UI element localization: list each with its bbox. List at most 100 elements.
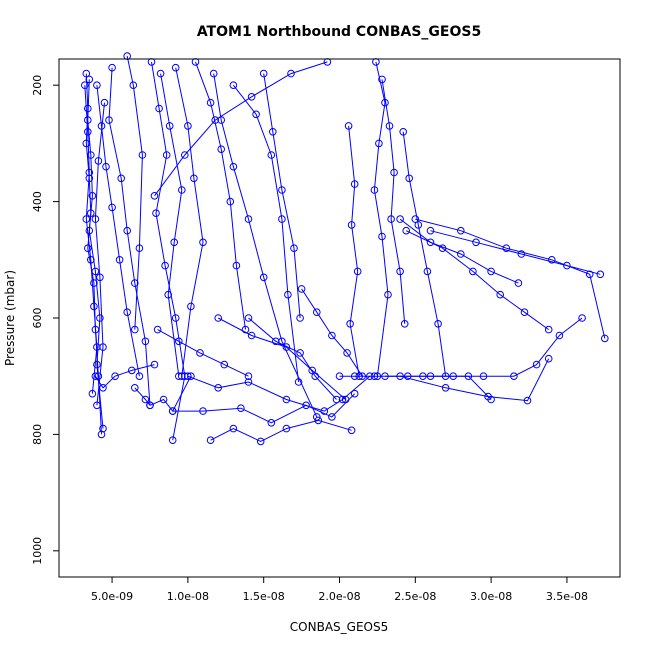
data-point (355, 372, 364, 381)
data-point (84, 128, 92, 136)
data-point (423, 267, 432, 276)
data-point (523, 396, 532, 405)
data-point (100, 98, 109, 107)
data-point (252, 110, 260, 119)
data-point (502, 244, 511, 252)
series-line-2 (87, 79, 104, 429)
series-line-16 (172, 393, 356, 424)
data-point (168, 436, 177, 445)
data-point (244, 372, 253, 381)
series-line-25 (415, 218, 606, 339)
data-point (84, 244, 92, 252)
data-point (82, 215, 91, 223)
data-point (414, 221, 423, 229)
data-point (308, 366, 317, 375)
data-point (278, 186, 286, 194)
y-tick-label: 800 (31, 424, 44, 445)
data-point (199, 238, 207, 247)
data-point (328, 413, 336, 421)
data-point (146, 401, 154, 410)
data-point (296, 314, 304, 322)
data-point (390, 168, 398, 177)
data-point (123, 308, 131, 317)
series-line-26 (430, 230, 601, 275)
data-point (469, 267, 477, 276)
series-line-14 (263, 73, 301, 319)
data-point (155, 104, 163, 113)
data-point (131, 384, 139, 392)
data-point (178, 186, 186, 194)
chart-title: ATOM1 Northbound CONBAS_GEOS5 (197, 24, 481, 40)
data-point (206, 436, 215, 445)
series-line-30 (134, 375, 192, 413)
series-line-10 (175, 67, 204, 377)
data-point (117, 174, 125, 183)
data-point (217, 145, 225, 153)
data-point (344, 122, 353, 130)
data-point (247, 331, 256, 340)
data-point (350, 372, 359, 381)
data-point (517, 250, 526, 258)
data-point (85, 168, 94, 177)
y-tick-label: 600 (31, 308, 44, 329)
data-point (190, 174, 198, 183)
data-point (426, 238, 435, 247)
data-point (358, 372, 367, 381)
data-point (375, 139, 383, 148)
data-point (214, 384, 222, 392)
data-point (187, 302, 195, 311)
data-point (472, 238, 480, 247)
data-point (532, 360, 541, 369)
data-point (302, 401, 310, 410)
data-point (284, 290, 292, 299)
data-point (387, 215, 395, 223)
x-tick-label: 1.5e-08 (243, 590, 285, 603)
x-axis-label: CONBAS_GEOS5 (290, 620, 388, 634)
data-point (111, 372, 119, 381)
data-point (347, 426, 356, 435)
data-point (226, 197, 235, 206)
data-point (282, 343, 291, 351)
data-point (259, 273, 268, 282)
data-point (162, 151, 171, 159)
data-point (278, 215, 286, 223)
data-point (99, 384, 107, 392)
data-point (479, 372, 488, 381)
data-point (314, 416, 323, 425)
data-point (244, 215, 253, 223)
data-point (441, 384, 450, 392)
data-point (328, 331, 336, 340)
y-tick-label: 1000 (31, 537, 44, 565)
series-line-17 (210, 419, 352, 442)
y-tick-label: 400 (31, 191, 44, 212)
data-point (244, 378, 253, 386)
data-point (381, 372, 389, 381)
data-point (402, 226, 411, 235)
series-line-22 (385, 317, 583, 377)
data-point (232, 261, 241, 270)
series-line-18 (373, 61, 389, 377)
data-point (153, 325, 162, 334)
series-line-4 (96, 85, 140, 377)
data-point (171, 63, 180, 72)
data-point (211, 116, 219, 124)
plot-layer (81, 52, 609, 446)
data-point (282, 424, 291, 433)
data-point (385, 122, 394, 130)
data-point (297, 285, 306, 293)
data-point (244, 314, 253, 322)
data-point (520, 308, 529, 317)
series-line-29 (301, 288, 363, 377)
data-point (88, 192, 97, 200)
data-point (214, 314, 222, 322)
data-point (138, 151, 147, 159)
data-point (220, 360, 229, 369)
data-point (335, 372, 344, 381)
data-point (159, 395, 168, 404)
data-point (184, 372, 192, 381)
data-point (596, 270, 605, 279)
data-point (384, 290, 392, 299)
data-point (94, 157, 103, 165)
data-point (161, 261, 169, 270)
